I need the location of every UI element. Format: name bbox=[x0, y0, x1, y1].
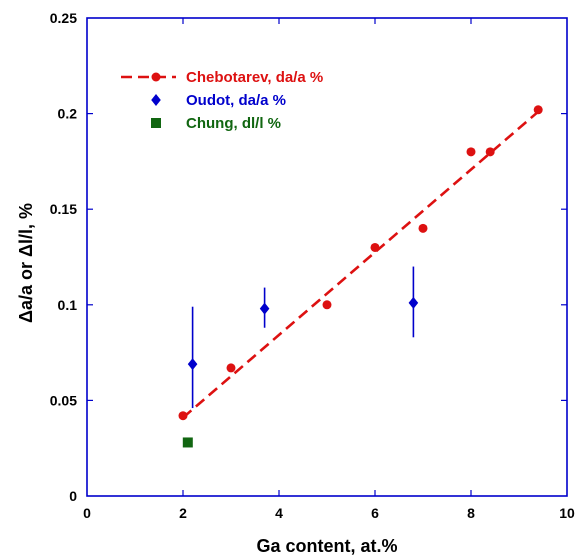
data-point-circle bbox=[466, 147, 476, 157]
y-axis-title: Δa/a or Δl/l, % bbox=[16, 203, 36, 323]
y-tick-label: 0.1 bbox=[58, 297, 78, 313]
legend-marker bbox=[151, 72, 161, 82]
legend-label: Chung, dl/l % bbox=[186, 115, 281, 132]
data-point-circle bbox=[226, 363, 236, 373]
data-point-circle bbox=[533, 105, 543, 115]
data-points bbox=[178, 105, 543, 448]
x-axis-title: Ga content, at.% bbox=[256, 536, 397, 556]
y-tick-label: 0.15 bbox=[50, 201, 77, 217]
y-tick-label: 0.25 bbox=[50, 10, 77, 26]
legend-label: Chebotarev, da/a % bbox=[186, 69, 323, 86]
legend-label: Oudot, da/a % bbox=[186, 92, 286, 109]
error-bars bbox=[191, 266, 415, 409]
plot-frame bbox=[86, 17, 568, 497]
y-tick-label: 0.2 bbox=[58, 106, 78, 122]
x-tick-label: 0 bbox=[83, 505, 91, 521]
data-point-diamond bbox=[187, 358, 198, 371]
data-point-circle bbox=[370, 242, 380, 252]
data-point-square bbox=[182, 437, 193, 448]
x-tick-label: 2 bbox=[179, 505, 187, 521]
axis-ticks: 0 2 4 6 8 10 0 0.05 0.1 0.15 0.2 0.25 bbox=[50, 10, 575, 521]
plot-border bbox=[86, 17, 568, 497]
legend-marker bbox=[151, 94, 161, 106]
data-point-circle bbox=[485, 147, 495, 157]
data-point-diamond bbox=[259, 302, 270, 315]
data-point-circle bbox=[418, 223, 428, 233]
y-tick-label: 0 bbox=[69, 488, 77, 504]
data-point-diamond bbox=[408, 296, 419, 309]
legend: Chebotarev, da/a % Oudot, da/a % Chung, dl… bbox=[121, 69, 323, 132]
data-point-circle bbox=[178, 411, 188, 421]
x-tick-label: 8 bbox=[467, 505, 475, 521]
fit-line-0 bbox=[182, 110, 540, 419]
x-tick-label: 4 bbox=[275, 505, 283, 521]
x-tick-label: 6 bbox=[371, 505, 379, 521]
x-tick-label: 10 bbox=[559, 505, 575, 521]
data-point-circle bbox=[322, 300, 332, 310]
fit-lines bbox=[182, 110, 540, 419]
legend-marker bbox=[151, 118, 161, 128]
y-tick-label: 0.05 bbox=[50, 392, 77, 408]
